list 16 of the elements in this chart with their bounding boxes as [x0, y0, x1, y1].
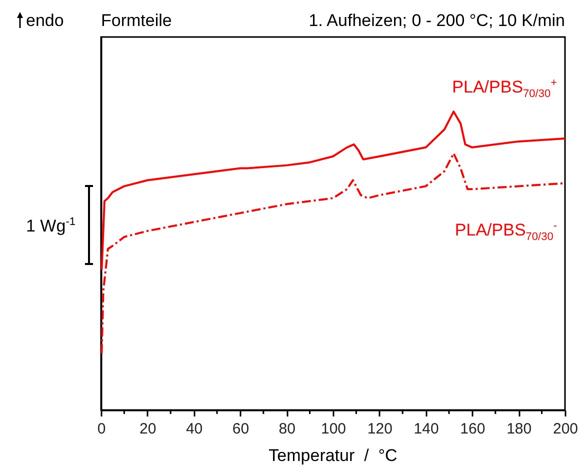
- x-tick-label: 20: [140, 420, 156, 438]
- x-tick-label: 200: [552, 420, 578, 438]
- chart-subtitle: 1. Aufheizen; 0 - 200 °C; 10 K/min: [308, 11, 565, 30]
- x-axis-title: Temperatur / °C: [268, 446, 398, 465]
- x-tick-label: 140: [414, 420, 439, 438]
- x-tick-label: 40: [186, 420, 203, 438]
- text: 1 Wg$^{-1}$: [26, 216, 76, 236]
- x-tick-label: 60: [232, 420, 250, 438]
- x-tick-label: 120: [367, 420, 392, 438]
- text: endo: [26, 11, 64, 30]
- x-tick-label: 80: [278, 420, 296, 438]
- x-tick-label: 100: [320, 420, 346, 438]
- x-tick-label: 0: [97, 420, 106, 438]
- chart-title: Formteile: [101, 11, 172, 30]
- x-tick-label: 180: [506, 420, 532, 438]
- x-tick-label: 160: [460, 420, 486, 438]
